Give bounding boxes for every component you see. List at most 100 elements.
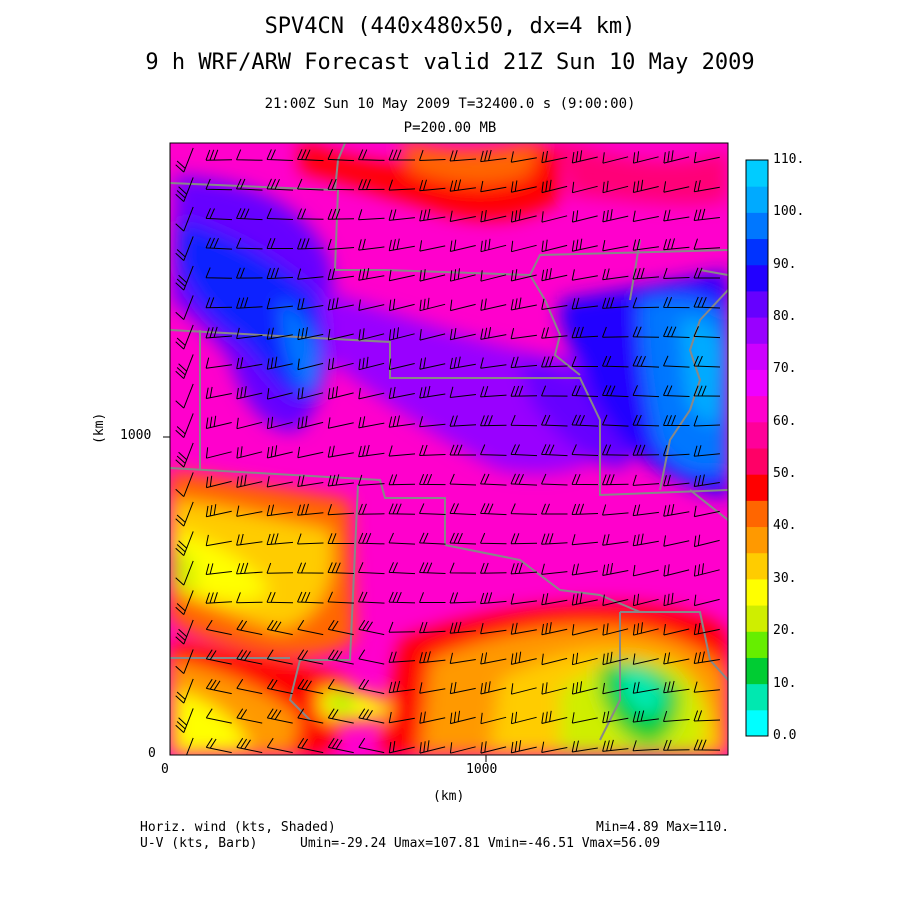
wind-barb xyxy=(663,181,690,193)
wind-barb xyxy=(510,209,537,223)
wind-barb xyxy=(541,473,568,486)
wind-barb xyxy=(541,682,568,695)
colorbar-swatch xyxy=(746,683,768,711)
wind-barb xyxy=(145,266,163,290)
colorbar-swatch xyxy=(746,526,768,554)
wind-barb xyxy=(175,442,194,468)
wind-barb xyxy=(419,385,446,399)
wind-barb xyxy=(541,150,568,164)
wind-barb xyxy=(602,711,629,724)
wind-barb xyxy=(449,356,476,370)
wind-barb xyxy=(541,653,568,666)
wind-barb xyxy=(175,678,194,704)
wind-barb xyxy=(449,386,476,398)
wind-barb xyxy=(541,268,568,282)
wind-barb xyxy=(145,354,163,378)
wind-barb xyxy=(449,532,477,545)
colorbar-swatch xyxy=(746,369,768,397)
wind-barb xyxy=(388,298,415,312)
wind-barb xyxy=(693,267,720,279)
wind-barb xyxy=(175,531,194,556)
wind-barb xyxy=(327,445,354,458)
wind-barb xyxy=(297,503,324,516)
wind-barb xyxy=(175,560,194,586)
wind-barb xyxy=(602,594,629,606)
wind-barb xyxy=(175,206,194,232)
wind-barb xyxy=(632,414,660,427)
wind-barb xyxy=(175,147,194,173)
wind-barb xyxy=(632,533,659,547)
wind-barb xyxy=(419,711,446,724)
wind-speed-shading xyxy=(170,143,728,755)
wind-barb xyxy=(541,710,568,724)
wind-barb xyxy=(205,447,232,459)
colorbar-swatch xyxy=(746,395,768,423)
colorbar-label: 110. xyxy=(773,152,805,167)
wind-barb xyxy=(419,562,446,574)
wind-barb xyxy=(571,269,598,281)
wind-barb xyxy=(388,474,416,486)
wind-barb xyxy=(236,417,263,430)
wind-barb xyxy=(449,299,476,312)
wind-barb xyxy=(145,708,163,732)
wind-barb xyxy=(297,387,324,400)
wind-barb xyxy=(663,385,690,397)
wind-barb xyxy=(327,417,354,429)
wind-barb xyxy=(297,737,324,754)
wind-barb xyxy=(388,415,415,428)
wind-barb xyxy=(266,356,293,370)
wind-barb xyxy=(297,678,324,695)
wind-barb xyxy=(571,150,598,164)
wind-barb xyxy=(632,179,659,193)
wind-barb xyxy=(205,475,232,489)
wind-barb xyxy=(297,178,324,191)
wind-barb xyxy=(693,505,720,518)
wind-barb xyxy=(175,324,194,350)
wind-barb xyxy=(571,385,599,397)
wind-barb xyxy=(297,446,324,459)
wind-barb xyxy=(480,444,507,456)
colorbar-label: 100. xyxy=(773,204,805,219)
wind-barb xyxy=(510,562,538,575)
wind-barb xyxy=(388,238,415,252)
wind-barb xyxy=(205,649,232,665)
wind-barb xyxy=(480,149,507,163)
wind-barb xyxy=(541,503,568,515)
wind-barb xyxy=(541,533,568,545)
wind-barb xyxy=(663,535,690,547)
wind-barb xyxy=(175,383,194,409)
wind-barb xyxy=(510,503,538,515)
wind-barb xyxy=(175,177,194,202)
wind-barb xyxy=(388,358,415,370)
wind-barb xyxy=(236,267,263,279)
y-tick-0: 0 xyxy=(148,746,156,761)
wind-barb xyxy=(297,475,324,487)
colorbar-swatch xyxy=(746,264,768,292)
wind-barb xyxy=(632,474,660,486)
wind-barb xyxy=(510,414,538,427)
wind-barb xyxy=(327,386,354,400)
wind-barb xyxy=(175,295,194,320)
wind-barb xyxy=(632,504,659,517)
colorbar-swatch xyxy=(746,421,768,449)
wind-barb xyxy=(236,708,263,724)
wind-barb xyxy=(541,211,568,223)
wind-barb xyxy=(145,325,163,349)
wind-barb xyxy=(266,238,293,249)
wind-barb xyxy=(419,240,446,252)
wind-barb xyxy=(205,297,233,309)
wind-barb xyxy=(266,591,294,604)
wind-barb xyxy=(205,563,232,575)
wind-barb xyxy=(358,179,385,191)
wind-barb xyxy=(480,357,507,369)
wind-barb xyxy=(266,619,293,636)
wind-barb xyxy=(419,651,446,664)
wind-barb xyxy=(632,622,659,636)
wind-barb xyxy=(510,180,537,193)
wind-barb xyxy=(663,624,690,636)
wind-barb xyxy=(693,651,720,664)
wind-barb xyxy=(175,619,194,645)
wind-barb xyxy=(205,208,233,221)
colorbar xyxy=(746,160,768,737)
wind-barb xyxy=(266,416,293,430)
